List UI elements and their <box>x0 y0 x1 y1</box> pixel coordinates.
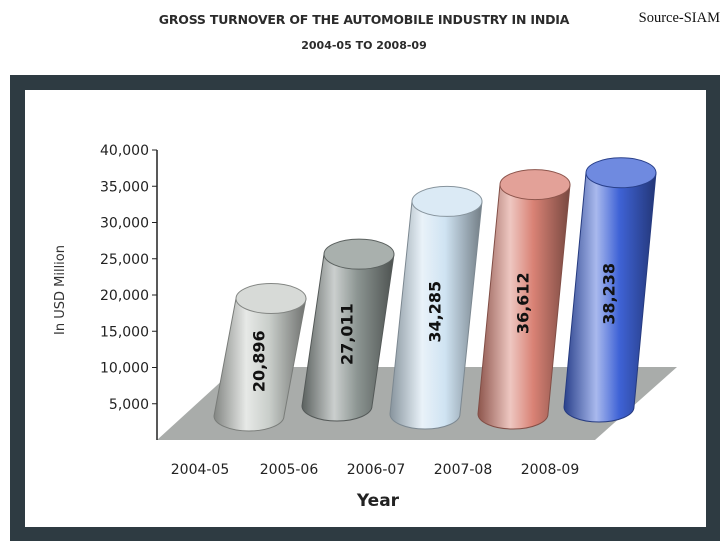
chart-subtitle: 2004-05 TO 2008-09 <box>301 39 427 52</box>
chart-title: GROSS TURNOVER OF THE AUTOMOBILE INDUSTR… <box>158 12 570 27</box>
x-tick-label: 2007-08 <box>434 462 493 478</box>
y-tick-label: 40,000 <box>100 143 149 159</box>
bar-body <box>563 172 657 423</box>
bar-body <box>389 200 483 430</box>
bar-value-label: 38,238 <box>600 263 619 325</box>
source-label: Source-SIAM <box>638 10 720 26</box>
bar-2004-05: 20,896 <box>213 283 307 432</box>
y-tick-label: 5,000 <box>109 397 149 413</box>
bar-value-label: 34,285 <box>426 281 445 343</box>
bar-body <box>301 253 395 422</box>
y-tick-label: 10,000 <box>100 361 149 377</box>
x-axis-title: Year <box>356 491 400 511</box>
y-tick-label: 25,000 <box>100 252 149 268</box>
x-tick-label: 2004-05 <box>171 462 230 478</box>
bar-value-label: 20,896 <box>250 330 269 392</box>
bar-body <box>477 184 571 430</box>
x-axis-labels: 2004-05 2005-06 2006-07 2007-08 2008-09 <box>171 462 580 478</box>
bar-2008-09: 38,238 <box>563 157 657 423</box>
bar-2005-06: 27,011 <box>301 238 395 422</box>
x-tick-label: 2005-06 <box>260 462 319 478</box>
bar-top <box>585 157 657 189</box>
y-tick-label: 30,000 <box>100 216 149 232</box>
bar-top <box>235 283 307 315</box>
bar-value-label: 27,011 <box>338 303 357 365</box>
bar-top <box>499 169 571 201</box>
y-tick-label: 15,000 <box>100 324 149 340</box>
bar-top <box>411 185 483 217</box>
y-axis-ticks: 5,000 10,000 15,000 20,000 25,000 30,000 35,00… <box>100 143 157 413</box>
bar-body <box>213 298 307 432</box>
x-tick-label: 2006-07 <box>347 462 406 478</box>
y-tick-label: 35,000 <box>100 179 149 195</box>
y-axis-title: In USD Million <box>53 245 68 335</box>
x-tick-label: 2008-09 <box>521 462 580 478</box>
bar-top <box>323 238 395 270</box>
bar-2006-07: 34,285 <box>389 185 483 430</box>
bar-2007-08: 36,612 <box>477 169 571 430</box>
bars-group: 20,896 27,011 34,285 36,612 38,238 <box>213 157 657 432</box>
bar-value-label: 36,612 <box>514 272 533 334</box>
y-tick-label: 20,000 <box>100 288 149 304</box>
